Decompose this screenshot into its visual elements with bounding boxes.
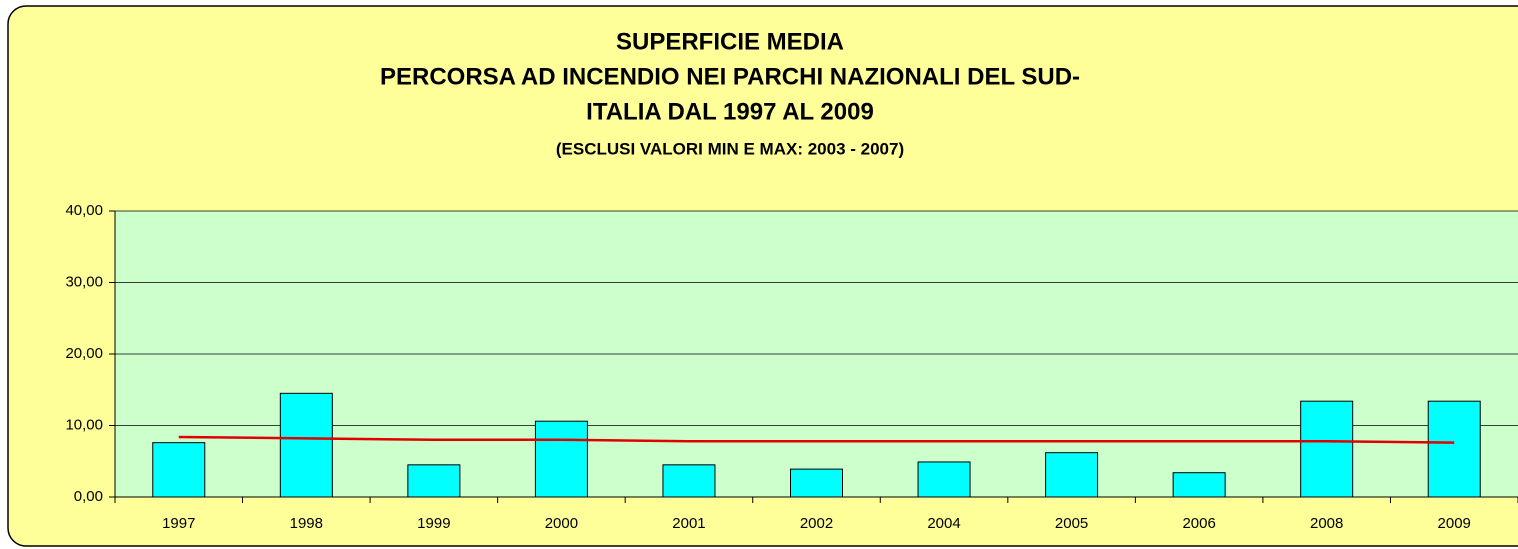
x-tick-label: 2001 [672, 515, 705, 532]
bar [407, 464, 461, 498]
x-tick-label: 1998 [290, 515, 323, 532]
x-tick-label: 2004 [927, 515, 960, 532]
x-tick-label: 2000 [545, 515, 578, 532]
bar [1300, 400, 1354, 498]
x-tick-label: 1999 [417, 515, 450, 532]
bar [534, 420, 588, 498]
y-tick-label: 20,00 [65, 345, 103, 362]
chart-title: SUPERFICIE MEDIA [616, 28, 844, 55]
y-tick-label: 0,00 [74, 488, 103, 505]
x-tick-label: 2006 [1182, 515, 1215, 532]
y-tick-label: 30,00 [65, 273, 103, 290]
x-tick-label: 2008 [1310, 515, 1343, 532]
y-tick-label: 10,00 [65, 416, 103, 433]
x-tick-label: 2002 [800, 515, 833, 532]
bar [152, 442, 206, 498]
chart-title: PERCORSA AD INCENDIO NEI PARCHI NAZIONAL… [380, 63, 1080, 90]
bar [790, 468, 843, 498]
chart-title: ITALIA DAL 1997 AL 2009 [586, 98, 874, 125]
bar [1427, 400, 1481, 498]
x-tick-label: 2009 [1438, 515, 1471, 532]
chart-subtitle: (ESCLUSI VALORI MIN E MAX: 2003 - 2007) [556, 139, 904, 158]
bar [1045, 452, 1099, 498]
y-tick-label: 40,00 [65, 202, 103, 219]
x-tick-label: 2005 [1055, 515, 1088, 532]
line [178, 435, 1455, 444]
bar [662, 464, 716, 498]
x-tick-label: 1997 [162, 515, 195, 532]
bar [1172, 472, 1226, 498]
bar [917, 461, 971, 498]
bar [279, 392, 333, 498]
